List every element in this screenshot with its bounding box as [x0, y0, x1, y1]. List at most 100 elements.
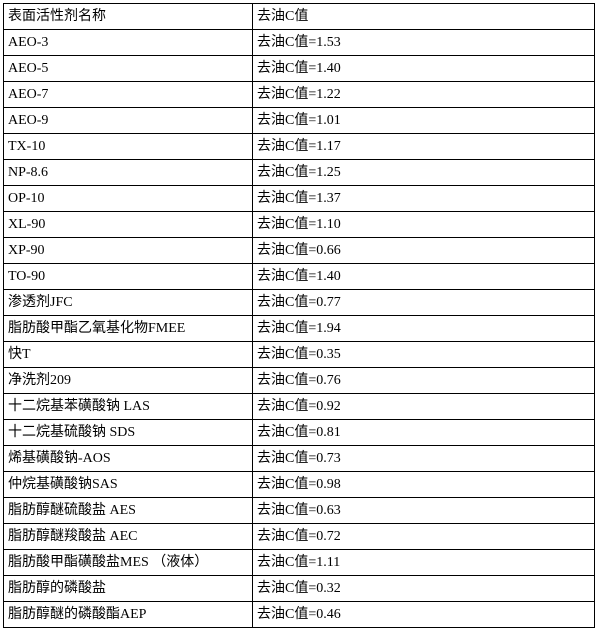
table-row: 脂肪酸甲酯乙氧基化物FMEE 去油C值=1.94 [3, 315, 595, 342]
table-row: 净洗剂209 去油C值=0.76 [3, 367, 595, 394]
column-header-name: 表面活性剂名称 [3, 3, 253, 30]
degreasing-value-text: 去油C值=1.11 [257, 554, 341, 570]
surfactant-name-text: 脂肪醇醚羧酸盐 AEC [8, 528, 138, 544]
surfactant-name-text: TO-90 [8, 268, 46, 284]
cell-degreasing-value: 去油C值=1.37 [252, 185, 595, 212]
degreasing-value-text: 去油C值=0.77 [257, 294, 341, 310]
cell-degreasing-value: 去油C值=0.76 [252, 367, 595, 394]
cell-surfactant-name: 十二烷基硫酸钠 SDS [3, 419, 253, 446]
cell-surfactant-name: NP-8.6 [3, 159, 253, 186]
cell-surfactant-name: 净洗剂209 [3, 367, 253, 394]
table-row: 快T 去油C值=0.35 [3, 341, 595, 368]
cell-degreasing-value: 去油C值=1.53 [252, 29, 595, 56]
table-row: XP-90 去油C值=0.66 [3, 237, 595, 264]
degreasing-value-text: 去油C值=1.40 [257, 60, 341, 76]
cell-degreasing-value: 去油C值=1.11 [252, 549, 595, 576]
surfactant-name-text: 十二烷基硫酸钠 SDS [8, 424, 136, 440]
table-row: 烯基磺酸钠-AOS 去油C值=0.73 [3, 445, 595, 472]
surfactant-name-text: NP-8.6 [8, 164, 49, 180]
cell-degreasing-value: 去油C值=1.25 [252, 159, 595, 186]
surfactant-name-text: AEO-9 [8, 112, 49, 128]
cell-degreasing-value: 去油C值=0.66 [252, 237, 595, 264]
surfactant-name-text: 仲烷基磺酸钠SAS [8, 476, 118, 492]
table-row: NP-8.6 去油C值=1.25 [3, 159, 595, 186]
cell-surfactant-name: TO-90 [3, 263, 253, 290]
surfactant-name-text: AEO-7 [8, 86, 49, 102]
table-row: 十二烷基苯磺酸钠 LAS 去油C值=0.92 [3, 393, 595, 420]
column-header-name-text: 表面活性剂名称 [8, 8, 106, 24]
cell-degreasing-value: 去油C值=1.17 [252, 133, 595, 160]
surfactant-name-text: 脂肪酸甲酯磺酸盐MES （液体） [8, 554, 209, 570]
cell-surfactant-name: XL-90 [3, 211, 253, 238]
table-header-row: 表面活性剂名称 去油C值 [3, 3, 595, 30]
degreasing-value-text: 去油C值=1.94 [257, 320, 341, 336]
degreasing-value-text: 去油C值=1.37 [257, 190, 341, 206]
cell-surfactant-name: OP-10 [3, 185, 253, 212]
cell-degreasing-value: 去油C值=1.40 [252, 55, 595, 82]
surfactant-degreasing-table: 表面活性剂名称 去油C值 AEO-3 去油C值=1.53 AEO-5 去油C值=… [3, 3, 595, 628]
column-header-value: 去油C值 [252, 3, 595, 30]
degreasing-value-text: 去油C值=0.66 [257, 242, 341, 258]
table-row: AEO-5 去油C值=1.40 [3, 55, 595, 82]
cell-degreasing-value: 去油C值=0.46 [252, 601, 595, 628]
table-row: TO-90 去油C值=1.40 [3, 263, 595, 290]
cell-degreasing-value: 去油C值=0.81 [252, 419, 595, 446]
degreasing-value-text: 去油C值=0.63 [257, 502, 341, 518]
cell-surfactant-name: 脂肪醇的磷酸盐 [3, 575, 253, 602]
degreasing-value-text: 去油C值=1.10 [257, 216, 341, 232]
table-row: TX-10 去油C值=1.17 [3, 133, 595, 160]
degreasing-value-text: 去油C值=1.17 [257, 138, 341, 154]
cell-surfactant-name: 脂肪酸甲酯乙氧基化物FMEE [3, 315, 253, 342]
degreasing-value-text: 去油C值=0.72 [257, 528, 341, 544]
cell-degreasing-value: 去油C值=0.32 [252, 575, 595, 602]
cell-surfactant-name: TX-10 [3, 133, 253, 160]
cell-degreasing-value: 去油C值=1.01 [252, 107, 595, 134]
degreasing-value-text: 去油C值=1.25 [257, 164, 341, 180]
table-row: 脂肪醇醚羧酸盐 AEC 去油C值=0.72 [3, 523, 595, 550]
degreasing-value-text: 去油C值=1.01 [257, 112, 341, 128]
cell-degreasing-value: 去油C值=0.35 [252, 341, 595, 368]
surfactant-name-text: 脂肪醇的磷酸盐 [8, 580, 106, 596]
table-body: 表面活性剂名称 去油C值 AEO-3 去油C值=1.53 AEO-5 去油C值=… [3, 3, 595, 628]
degreasing-value-text: 去油C值=0.35 [257, 346, 341, 362]
cell-surfactant-name: XP-90 [3, 237, 253, 264]
surfactant-name-text: OP-10 [8, 190, 45, 206]
cell-degreasing-value: 去油C值=0.77 [252, 289, 595, 316]
degreasing-value-text: 去油C值=1.40 [257, 268, 341, 284]
cell-degreasing-value: 去油C值=0.92 [252, 393, 595, 420]
column-header-value-text: 去油C值 [257, 8, 309, 24]
table-row: 仲烷基磺酸钠SAS 去油C值=0.98 [3, 471, 595, 498]
table-sheet: 表面活性剂名称 去油C值 AEO-3 去油C值=1.53 AEO-5 去油C值=… [3, 3, 595, 628]
table-row: XL-90 去油C值=1.10 [3, 211, 595, 238]
degreasing-value-text: 去油C值=0.81 [257, 424, 341, 440]
degreasing-value-text: 去油C值=0.32 [257, 580, 341, 596]
cell-degreasing-value: 去油C值=0.98 [252, 471, 595, 498]
cell-surfactant-name: 快T [3, 341, 253, 368]
surfactant-name-text: 烯基磺酸钠-AOS [8, 450, 111, 466]
cell-surfactant-name: 仲烷基磺酸钠SAS [3, 471, 253, 498]
cell-surfactant-name: 渗透剂JFC [3, 289, 253, 316]
cell-surfactant-name: AEO-7 [3, 81, 253, 108]
table-row: 十二烷基硫酸钠 SDS 去油C值=0.81 [3, 419, 595, 446]
table-row: 脂肪醇的磷酸盐 去油C值=0.32 [3, 575, 595, 602]
degreasing-value-text: 去油C值=0.98 [257, 476, 341, 492]
surfactant-name-text: AEO-3 [8, 34, 49, 50]
cell-surfactant-name: 脂肪醇醚硫酸盐 AES [3, 497, 253, 524]
degreasing-value-text: 去油C值=0.73 [257, 450, 341, 466]
table-row: OP-10 去油C值=1.37 [3, 185, 595, 212]
table-row: AEO-9 去油C值=1.01 [3, 107, 595, 134]
table-row: 脂肪醇醚的磷酸酯AEP 去油C值=0.46 [3, 601, 595, 628]
cell-degreasing-value: 去油C值=1.40 [252, 263, 595, 290]
cell-degreasing-value: 去油C值=0.73 [252, 445, 595, 472]
cell-degreasing-value: 去油C值=1.94 [252, 315, 595, 342]
table-row: AEO-7 去油C值=1.22 [3, 81, 595, 108]
degreasing-value-text: 去油C值=1.22 [257, 86, 341, 102]
surfactant-name-text: 脂肪醇醚硫酸盐 AES [8, 502, 136, 518]
cell-surfactant-name: 脂肪醇醚的磷酸酯AEP [3, 601, 253, 628]
surfactant-name-text: 十二烷基苯磺酸钠 LAS [8, 398, 150, 414]
cell-surfactant-name: 十二烷基苯磺酸钠 LAS [3, 393, 253, 420]
surfactant-name-text: XP-90 [8, 242, 45, 258]
cell-surfactant-name: AEO-5 [3, 55, 253, 82]
surfactant-name-text: 净洗剂209 [8, 372, 71, 388]
surfactant-name-text: 脂肪酸甲酯乙氧基化物FMEE [8, 320, 186, 336]
